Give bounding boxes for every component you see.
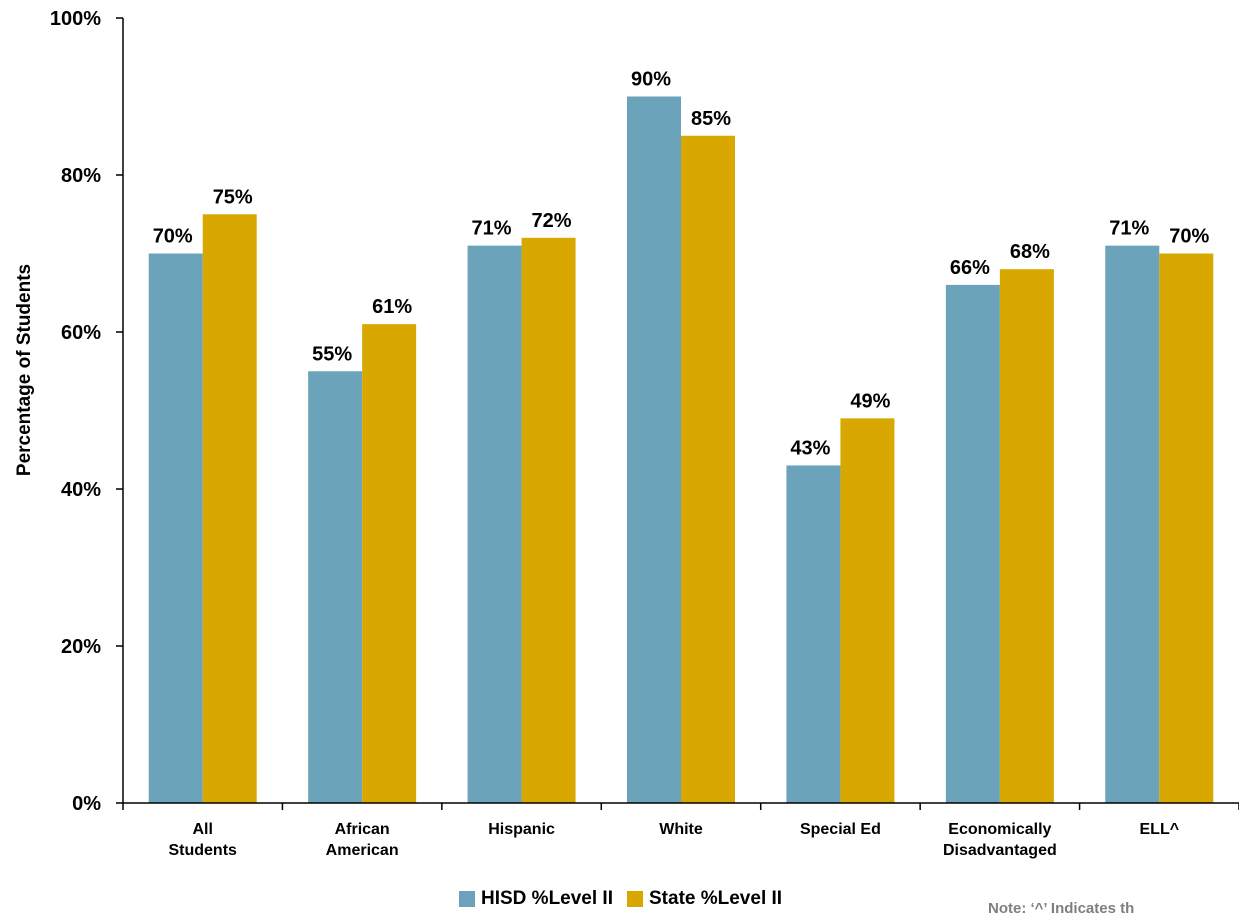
data-label-state-5: 68% [1010, 241, 1050, 263]
data-label-hisd-3: 90% [631, 69, 671, 91]
legend-label-hisd: HISD %Level II [481, 888, 613, 909]
bar-hisd-2 [467, 245, 522, 803]
bar-hisd-0 [148, 253, 203, 803]
x-tick-label-2: Hispanic [488, 821, 555, 838]
data-label-state-4: 49% [850, 390, 890, 412]
data-label-hisd-6: 71% [1109, 218, 1149, 240]
y-tick-label-2: 40% [61, 479, 101, 501]
x-tick-label-5: Economically Disadvantaged [943, 821, 1057, 859]
bar-state-4 [840, 418, 895, 803]
x-tick-label-0: All Students [168, 821, 237, 859]
bar-hisd-3 [627, 96, 681, 803]
data-label-hisd-4: 43% [790, 437, 830, 459]
y-tick-label-5: 100% [50, 8, 101, 30]
x-tick-label-3: White [659, 821, 703, 838]
legend-swatch-state [627, 891, 643, 907]
y-tick-label-0: 0% [72, 793, 101, 815]
y-tick-labels-group: 0% 20% 40% 60% 80% 100% [50, 8, 101, 815]
data-label-hisd-5: 66% [950, 257, 990, 279]
data-label-hisd-1: 55% [312, 343, 352, 365]
bar-hisd-5 [945, 284, 1000, 803]
x-tick-label-4: Special Ed [800, 821, 881, 838]
bar-hisd-4 [786, 465, 841, 803]
bars-group [148, 96, 1214, 804]
data-label-state-2: 72% [532, 210, 572, 232]
bar-state-2 [521, 237, 576, 804]
footnote: Note: ‘^’ Indicates th [988, 900, 1135, 917]
legend-item-hisd: HISD %Level II [459, 888, 613, 910]
bar-hisd-6 [1105, 245, 1160, 803]
data-label-hisd-0: 70% [153, 226, 193, 248]
bar-state-1 [362, 324, 417, 803]
legend-swatch-hisd [459, 891, 475, 907]
x-tick-label-6: ELL^ [1140, 821, 1180, 838]
value-labels-group: 70% 75% 55% 61% 71% 72% 90% 85% 43% 49% 66% 68% 71% 7… [153, 69, 1210, 460]
legend-label-state: State %Level II [649, 888, 783, 909]
data-label-state-3: 85% [691, 108, 731, 130]
y-axis-label: Percentage of Students [14, 264, 35, 476]
data-label-state-6: 70% [1169, 226, 1209, 248]
data-label-state-0: 75% [213, 186, 253, 208]
data-label-hisd-2: 71% [472, 218, 512, 240]
data-label-state-1: 61% [372, 296, 412, 318]
bar-state-5 [999, 269, 1054, 803]
legend-item-state: State %Level II [627, 888, 782, 910]
x-tick-label-1: African American [326, 821, 399, 859]
x-tick-labels-group: All Students African American Hispanic White S… [168, 821, 1179, 859]
bar-state-6 [1159, 253, 1214, 803]
legend: HISD %Level II State %Level II [459, 886, 782, 912]
axes-group [116, 17, 1239, 810]
y-tick-label-4: 80% [61, 165, 101, 187]
bar-hisd-1 [308, 371, 363, 803]
bar-state-0 [202, 214, 257, 803]
y-tick-label-3: 60% [61, 322, 101, 344]
y-tick-label-1: 20% [61, 636, 101, 658]
bar-state-3 [681, 135, 735, 803]
